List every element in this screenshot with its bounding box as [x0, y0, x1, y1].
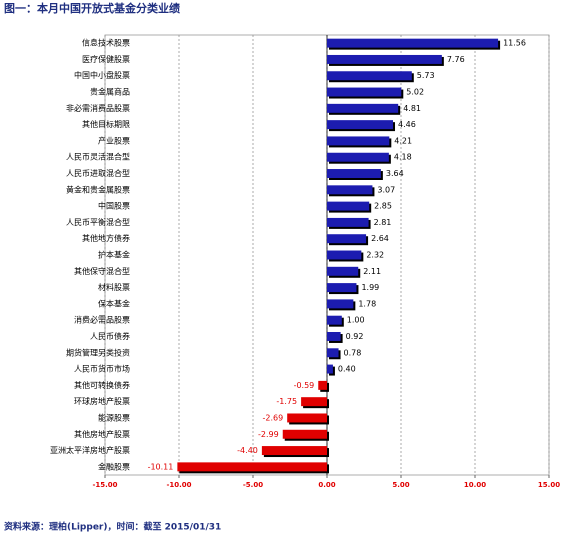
x-tick-label: 10.00 [464, 481, 486, 489]
category-label: 护本基金 [98, 250, 130, 260]
bar [327, 332, 341, 341]
value-label: 2.11 [363, 267, 381, 276]
x-tick-label: -5.00 [243, 481, 263, 489]
value-label: 1.00 [347, 316, 365, 325]
bar [301, 397, 327, 407]
category-label: 其他可转换债券 [74, 380, 130, 390]
bar [327, 348, 339, 358]
category-label: 其他房地产股票 [74, 429, 130, 439]
x-tick-label: 0.00 [318, 481, 335, 489]
value-label: 5.73 [417, 71, 435, 80]
bar [327, 234, 367, 244]
category-label: 人民币进取混合型 [66, 168, 130, 178]
category-label: 其他地方债券 [82, 233, 130, 243]
value-label: 0.92 [346, 332, 364, 341]
bar [327, 71, 412, 81]
bar [177, 462, 327, 472]
value-label: -2.69 [262, 413, 283, 422]
category-label: 环球房地产股票 [74, 396, 130, 406]
bar [327, 364, 333, 374]
category-label: 其他目标期限 [82, 119, 130, 129]
value-label: 2.32 [366, 251, 384, 260]
category-label: 黄金和贵金属股票 [66, 184, 130, 194]
bar [261, 446, 327, 456]
bar [287, 413, 327, 423]
bar [327, 38, 499, 48]
value-label: 4.46 [398, 120, 416, 129]
value-label: -10.11 [148, 462, 174, 471]
value-label: 4.21 [394, 136, 412, 145]
x-tick-label: -15.00 [92, 481, 117, 489]
category-label: 能源股票 [98, 412, 130, 422]
category-label: 亚洲太平洋房地产股票 [50, 445, 130, 455]
bar [327, 250, 362, 260]
category-label: 期货管理另类投资 [66, 347, 130, 357]
bar [327, 201, 370, 211]
category-label: 其他保守混合型 [74, 266, 130, 276]
value-label: 0.40 [338, 365, 356, 374]
category-label: 中国股票 [98, 201, 130, 211]
category-label: 材料股票 [98, 282, 130, 292]
x-tick-label: -10.00 [166, 481, 191, 489]
category-label: 消费必需品股票 [74, 315, 130, 325]
category-label: 人民币货币市场 [74, 364, 130, 374]
value-label: 4.18 [394, 153, 412, 162]
value-label: 2.64 [371, 234, 389, 243]
category-label: 医疗保健股票 [82, 54, 130, 64]
x-tick-label: 15.00 [538, 481, 560, 489]
value-label: 3.07 [377, 185, 395, 194]
category-label: 产业股票 [98, 135, 130, 145]
value-label: -1.75 [276, 397, 297, 406]
value-label: -0.59 [294, 381, 315, 390]
x-tick-label: 5.00 [392, 481, 409, 489]
bar [327, 169, 381, 178]
bar [327, 54, 442, 64]
value-label: 11.56 [503, 39, 526, 48]
value-label: 1.78 [358, 299, 376, 308]
bar [327, 266, 359, 276]
category-label: 人民币平衡混合型 [66, 217, 130, 227]
bar [327, 120, 394, 130]
bar [327, 299, 354, 309]
category-label: 金融股票 [98, 461, 130, 471]
value-label: -2.99 [258, 430, 279, 439]
value-label: 0.78 [344, 348, 362, 357]
bar [327, 152, 389, 162]
bar [282, 429, 327, 439]
category-label: 贵金属商品 [90, 87, 130, 97]
value-label: 3.64 [386, 169, 404, 178]
category-label: 保本基金 [98, 298, 130, 308]
category-label: 非必需消费品股票 [66, 103, 130, 113]
value-label: -4.40 [237, 446, 258, 455]
value-label: 2.85 [374, 202, 392, 211]
chart-title: 图一：本月中国开放式基金分类业绩 [4, 1, 180, 15]
bar [327, 103, 399, 113]
source-note: 资料来源：理柏(Lipper)，时间：截至 2015/01/31 [4, 521, 221, 533]
value-label: 4.81 [403, 104, 421, 113]
category-label: 人民币灵活混合型 [66, 152, 130, 162]
bar [327, 136, 390, 146]
bar [327, 217, 369, 227]
value-label: 1.99 [361, 283, 379, 292]
value-label: 2.81 [374, 218, 392, 227]
value-label: 7.76 [447, 55, 465, 64]
bar [327, 87, 402, 97]
bar [327, 315, 342, 325]
value-label: 5.02 [406, 88, 424, 97]
category-label: 中国中小盘股票 [74, 70, 130, 80]
bar [318, 380, 327, 390]
bar [327, 185, 373, 195]
category-label: 信息技术股票 [82, 38, 130, 48]
bar [327, 283, 357, 293]
category-label: 人民币债券 [90, 331, 130, 341]
